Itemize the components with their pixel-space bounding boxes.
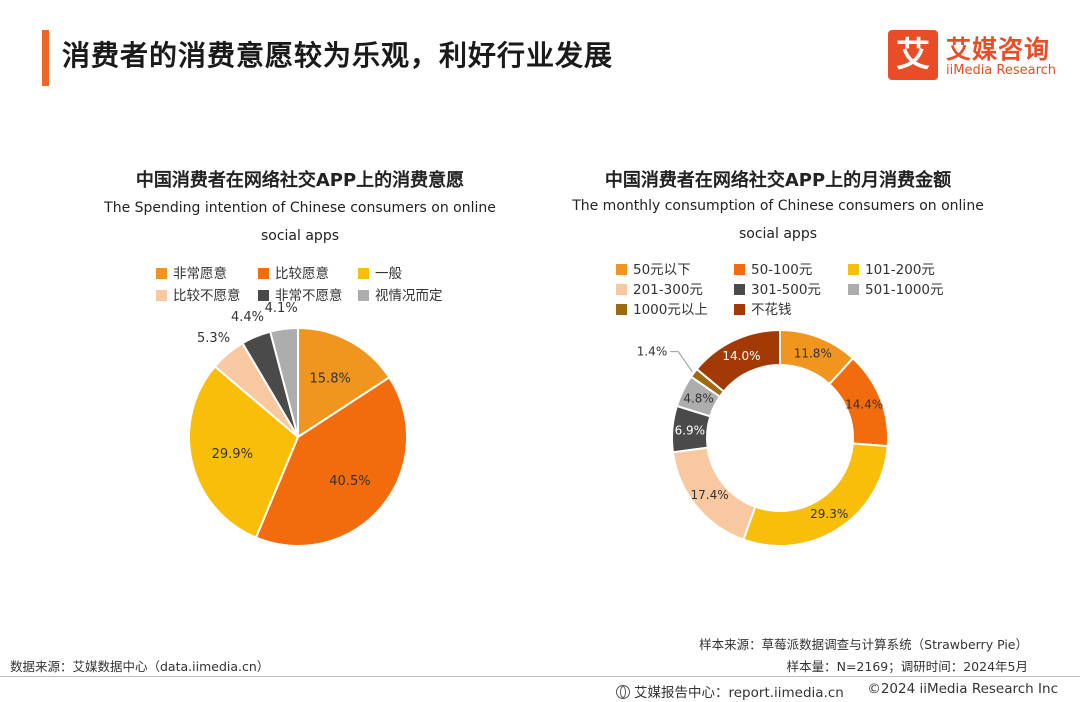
right-legend-label: 301-500元 [751,282,821,298]
left-legend-swatch [258,290,269,301]
right-legend-item: 201-300元 [616,278,703,298]
left-legend-label: 非常愿意 [173,266,227,282]
left-chart-subtitle: The Spending intention of Chinese consum… [70,194,530,250]
right-chart-subtitle-line1: The monthly consumption of Chinese consu… [572,198,984,214]
right-chart-subtitle: The monthly consumption of Chinese consu… [548,192,1008,248]
pie-slice [188,365,300,539]
right-chart-title: 中国消费者在网络社交APP上的月消费金额 [604,170,952,191]
right-legend-label: 50元以下 [633,262,691,278]
left-chart-title: 中国消费者在网络社交APP上的消费意愿 [135,170,465,191]
pie-data-label: 15.8% [310,372,351,387]
right-chart-legend: 50元以下 50-100元 101-200元 201-300元 301-500元 501-… [616,258,976,320]
report-center-link[interactable]: 艾媒报告中心：report.iimedia.cn [616,681,844,701]
globe-icon [616,685,630,699]
donut-data-label: 11.8% [794,347,832,361]
right-legend-item: 501-1000元 [848,278,944,298]
right-legend-swatch [616,304,627,315]
left-chart-subtitle-line1: The Spending intention of Chinese consum… [104,200,496,216]
pie-data-label: 5.3% [197,331,230,346]
left-legend-item: 比较不愿意 [156,284,241,304]
right-legend-swatch [848,264,859,275]
right-legend-item: 101-200元 [848,258,935,278]
donut-data-label: 14.4% [845,398,883,412]
monthly-consumption-donut-chart: 11.8% 14.4% 29.3% 17.4% 6.9% 4.8% 1.4% 14.0% [637,328,889,547]
right-legend-item: 50元以下 [616,258,691,278]
pie-slice [269,326,299,438]
left-legend-item: 视情况而定 [358,284,443,304]
donut-leader-line [670,351,693,372]
right-legend-swatch [848,284,859,295]
sample-source-note: 样本来源：草莓派数据调查与计算系统（Strawberry Pie） [699,637,1028,652]
logo-chinese-text: 艾媒咨询 [946,35,1051,64]
right-legend-item: 1000元以上 [616,298,708,318]
right-legend-label: 501-1000元 [865,282,944,298]
left-legend-label: 比较不愿意 [173,288,241,304]
left-legend-item: 非常不愿意 [258,284,343,304]
right-legend-label: 201-300元 [633,282,703,298]
copyright-notice: ©2024 iiMedia Research Inc [867,681,1058,697]
brand-logo: 艾 艾媒咨询 iiMedia Research [888,30,1058,82]
left-legend-item: 一般 [358,262,402,282]
left-chart-legend: 非常愿意 比较愿意 一般比较不愿意 非常不愿意 视情况而定 [156,262,486,306]
left-legend-label: 一般 [375,266,402,282]
pie-data-label: 4.1% [265,301,298,316]
donut-data-label: 17.4% [690,488,728,502]
right-legend-item: 50-100元 [734,258,812,278]
left-legend-swatch [156,268,167,279]
donut-data-label: 1.4% [637,345,668,359]
left-legend-swatch [358,290,369,301]
left-legend-swatch [258,268,269,279]
pie-slice [254,376,408,547]
footer-divider [0,676,1080,677]
right-legend-swatch [616,284,627,295]
donut-data-label: 6.9% [675,423,706,437]
donut-slice [695,328,781,393]
title-accent-bar [42,30,49,86]
right-legend-label: 不花钱 [751,302,792,318]
right-legend-label: 50-100元 [751,262,813,278]
right-chart-subtitle-line2: social apps [738,226,817,242]
right-legend-item: 301-500元 [734,278,821,298]
report-center-text: 艾媒报告中心：report.iimedia.cn [634,685,844,701]
right-legend-label: 1000元以上 [633,302,708,318]
pie-data-label: 4.4% [231,310,264,325]
donut-data-label: 29.3% [810,507,848,521]
left-legend-swatch [358,268,369,279]
left-legend-item: 比较愿意 [258,262,329,282]
donut-slice [742,442,889,547]
page-title: 消费者的消费意愿较为乐观，利好行业发展 [62,39,614,72]
left-legend-swatch [156,290,167,301]
right-legend-swatch [734,284,745,295]
right-legend-swatch [734,304,745,315]
right-legend-swatch [734,264,745,275]
left-legend-label: 非常不愿意 [275,288,343,304]
logo-mark: 艾 [888,30,938,80]
left-legend-label: 比较愿意 [275,266,329,282]
pie-data-label: 29.9% [212,447,253,462]
right-legend-swatch [616,264,627,275]
pie-data-label: 40.5% [329,474,370,489]
spending-intention-pie-chart: 15.8% 40.5% 29.9% 5.3%4.4%4.1% [188,301,408,547]
data-source-note: 数据来源：艾媒数据中心（data.iimedia.cn） [10,659,270,674]
logo-english-text: iiMedia Research [946,63,1057,78]
right-legend-label: 101-200元 [865,262,935,278]
donut-data-label: 14.0% [722,349,760,363]
right-legend-item: 不花钱 [734,298,792,318]
sample-info-note: 样本量：N=2169；调研时间：2024年5月 [786,659,1028,674]
left-legend-item: 非常愿意 [156,262,227,282]
pie-slice [297,326,391,439]
left-legend-label: 视情况而定 [375,288,443,304]
left-chart-subtitle-line2: social apps [260,228,339,244]
donut-data-label: 4.8% [683,391,714,405]
